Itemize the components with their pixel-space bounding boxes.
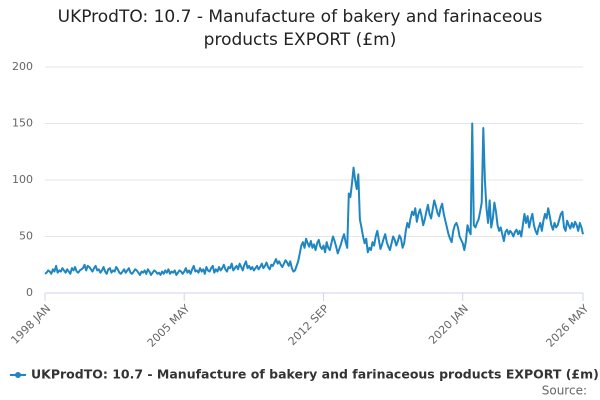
y-tick-label: 100	[12, 173, 33, 186]
x-tick-label: 2012 SEP	[286, 302, 332, 348]
legend-label: UKProdTO: 10.7 - Manufacture of bakery a…	[31, 367, 599, 382]
x-tick-label: 2020 JAN	[426, 302, 471, 347]
x-tick-label: 2026 MAY	[544, 302, 592, 350]
y-tick-label: 0	[26, 286, 33, 299]
x-tick-label: 2005 MAY	[145, 302, 193, 350]
y-tick-label: 200	[12, 60, 33, 73]
series-line	[44, 122, 584, 276]
source: Source:	[542, 384, 587, 398]
x-tick-label: 1998 JAN	[8, 302, 53, 347]
y-tick-label: 50	[19, 230, 33, 243]
y-tick-label: 150	[12, 117, 33, 130]
legend-marker	[15, 372, 21, 378]
chart-title: UKProdTO: 10.7 - Manufacture of bakery a…	[57, 7, 543, 50]
